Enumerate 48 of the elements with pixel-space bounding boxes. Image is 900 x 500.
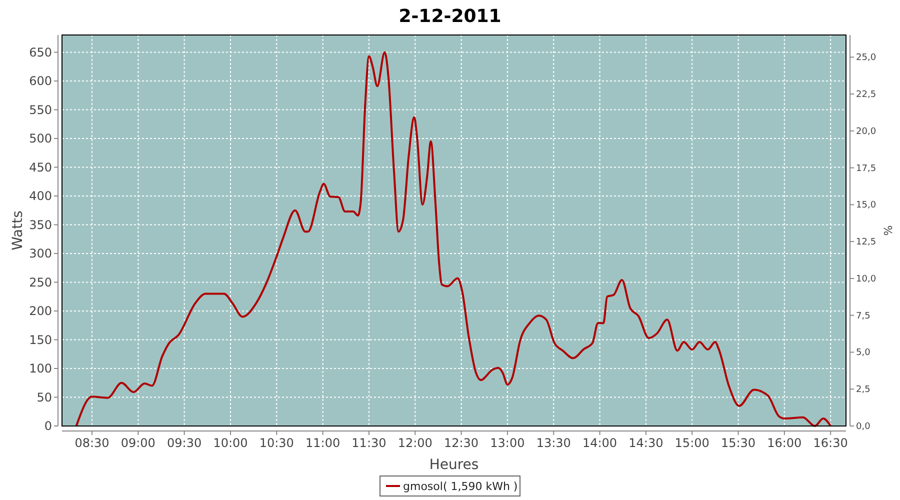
y-tick-label: 450 (29, 160, 52, 174)
y-tick-label: 600 (29, 74, 52, 88)
x-tick-label: 16:00 (767, 436, 802, 450)
x-tick-label: 12:00 (398, 436, 432, 450)
x-tick-label: 15:30 (720, 436, 756, 450)
y-tick-label: 0 (44, 419, 52, 433)
y-tick-label: 500 (29, 132, 52, 146)
x-tick-label: 15:00 (674, 436, 710, 450)
y-tick-label: 400 (29, 189, 52, 203)
x-tick-label: 10:30 (259, 436, 294, 450)
y2-tick-label: 10,0 (856, 274, 876, 284)
y2-tick-label: 20,0 (856, 126, 876, 137)
x-tick-label: 11:00 (306, 436, 340, 450)
y-tick-label: 250 (29, 275, 52, 290)
y-tick-label: 550 (29, 102, 52, 117)
x-tick-label: 10:00 (213, 436, 248, 450)
y-axis-title: Watts (10, 210, 26, 250)
x-tick-label: 13:30 (536, 436, 571, 450)
x-tick-label: 12:30 (444, 436, 479, 450)
y2-tick-label: 17,5 (856, 164, 876, 174)
x-tick-label: 11:30 (352, 436, 386, 450)
chart-title: 2-12-2011 (398, 6, 502, 27)
x-tick-label: 13:00 (490, 436, 525, 450)
y2-tick-label: 22,5 (856, 90, 876, 100)
y2-tick-label: 0,0 (856, 422, 871, 432)
y2-tick-label: 25,0 (856, 53, 876, 64)
y-tick-label: 350 (29, 218, 52, 232)
x-tick-label: 09:30 (167, 436, 202, 450)
y2-tick-label: 2,5 (856, 385, 870, 396)
x-tick-label: 14:00 (582, 436, 618, 450)
line-series (75, 51, 832, 427)
y-tick-label: 300 (29, 246, 52, 260)
y2-tick-label: 5,0 (856, 348, 871, 358)
y-tick-label: 650 (29, 45, 52, 60)
x-tick-label: 09:00 (120, 436, 156, 450)
y2-tick-label: 12,5 (856, 238, 876, 248)
x-axis-title: Heures (429, 457, 479, 473)
x-tick-label: 08:30 (74, 436, 110, 450)
x-tick-label: 16:30 (813, 436, 848, 450)
y-tick-label: 50 (36, 390, 52, 404)
y2-axis-title: % (882, 225, 895, 236)
y-tick-label: 150 (29, 332, 52, 347)
y-tick-label: 100 (29, 362, 52, 376)
y2-tick-label: 7,5 (856, 311, 870, 322)
legend-label: gmosol( 1,590 kWh ) (403, 480, 518, 493)
y2-tick-label: 15,0 (856, 200, 876, 211)
y-tick-label: 200 (29, 304, 52, 318)
x-tick-label: 14:30 (628, 436, 664, 450)
